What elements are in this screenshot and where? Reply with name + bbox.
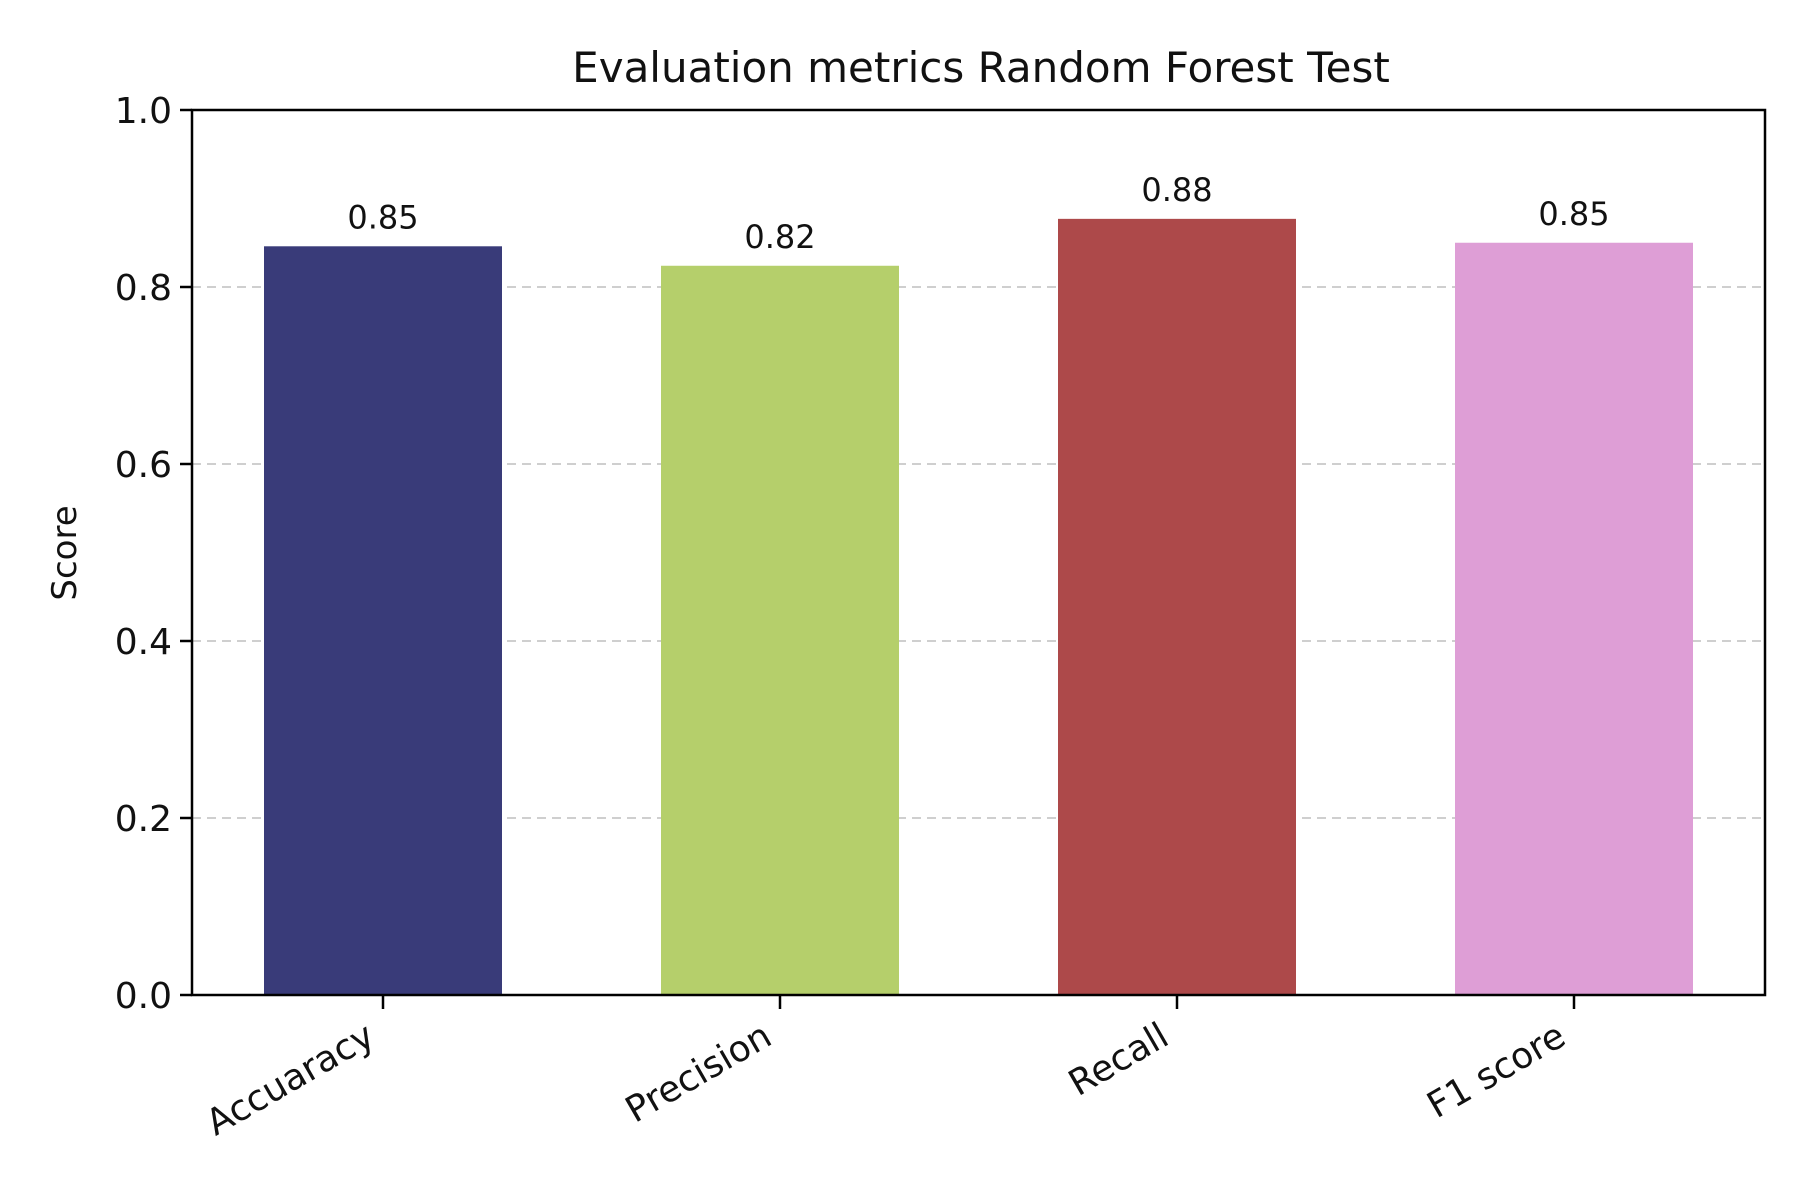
bars xyxy=(264,218,1693,996)
bar-value-label: 0.85 xyxy=(1538,195,1609,233)
x-tick-label: Precision xyxy=(619,1015,779,1131)
bar-value-labels: 0.85 0.82 0.88 0.85 xyxy=(347,171,1609,256)
y-tick-label: 0.8 xyxy=(115,268,172,309)
bar-value-label: 0.85 xyxy=(347,198,418,236)
y-axis-label: Score xyxy=(45,505,85,600)
x-tick-label: Recall xyxy=(1062,1015,1176,1104)
plot-frame xyxy=(190,108,1767,997)
bar-recall xyxy=(1058,218,1296,996)
bar-value-label: 0.82 xyxy=(744,218,815,256)
y-tick-label: 0.6 xyxy=(115,445,172,486)
chart-title: Evaluation metrics Random Forest Test xyxy=(572,43,1390,92)
x-axis-ticks: Accuaracy Precision Recall F1 score xyxy=(200,995,1576,1144)
x-tick-label: Accuaracy xyxy=(200,1015,382,1144)
y-tick-label: 0.2 xyxy=(115,799,172,840)
bar-accuaracy xyxy=(264,246,502,996)
y-axis-ticks: 0.0 0.2 0.4 0.6 0.8 1.0 xyxy=(115,91,192,1017)
bar-precision xyxy=(661,265,899,995)
y-tick-label: 0.4 xyxy=(115,622,172,663)
y-tick-label: 1.0 xyxy=(115,91,172,132)
y-tick-label: 0.0 xyxy=(115,976,172,1017)
x-tick-label: F1 score xyxy=(1421,1015,1573,1126)
bar-value-label: 0.88 xyxy=(1141,171,1212,209)
bar-f1-score xyxy=(1455,242,1693,995)
